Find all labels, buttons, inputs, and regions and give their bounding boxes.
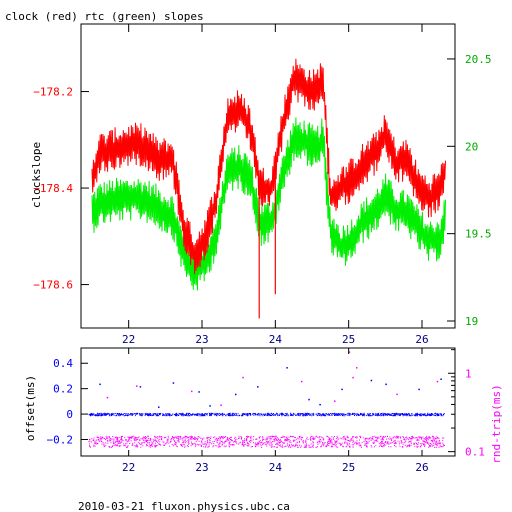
top-y2tick-label-19.5: 19.5 [465, 228, 492, 241]
rtc-series-line [91, 117, 446, 291]
bottom-ytick-label-0.4: 0.4 [53, 357, 73, 370]
bottom-xtick-label-26: 26 [415, 461, 428, 474]
offset-outlier-7 [308, 398, 310, 401]
rndtrip-outlier-11 [220, 404, 222, 406]
top-series-group [91, 58, 446, 319]
offset-outlier-4 [235, 393, 237, 396]
top-xtick-label-22: 22 [122, 333, 135, 346]
top-xtick-label-23: 23 [195, 333, 208, 346]
rndtrip-outlier-6 [191, 390, 193, 393]
offset-outlier-2 [172, 382, 175, 384]
bottom-series-group [88, 351, 445, 448]
bottom-xtick-label-22: 22 [122, 461, 135, 474]
rndtrip-outlier-3 [301, 380, 303, 383]
bottom-ticks: 22 23 24 25 26 0.4 0.2 0 −0.2 1 0.1 [47, 348, 485, 474]
top-ticks: 22 23 24 25 26 −178.2 −178.4 −178.6 20.5 20 19.5 19 [33, 24, 492, 346]
rndtrip-outlier-10 [334, 400, 336, 402]
rndtrip-outlier-4 [242, 376, 244, 379]
offset-outlier-6 [286, 367, 288, 369]
rndtrip-outlier-7 [436, 380, 439, 383]
offset-points [88, 412, 445, 417]
offset-outlier-14 [209, 405, 211, 407]
top-xtick-label-24: 24 [269, 333, 283, 346]
bottom-ytick-label--0.2: −0.2 [47, 433, 74, 446]
rndtrip-outlier-2 [352, 376, 354, 379]
rndtrip-outlier-1 [356, 367, 358, 369]
bottom-ylabel: offset(ms) [24, 375, 37, 441]
offset-outlier-0 [99, 383, 101, 386]
footer-text: 2010-03-21 fluxon.physics.ubc.ca [78, 500, 290, 512]
rndtrip-outlier-5 [136, 385, 138, 387]
offset-outlier-9 [370, 379, 373, 382]
top-y2tick-label-20.5: 20.5 [465, 53, 492, 66]
offset-outlier-10 [385, 383, 387, 386]
offset-outlier-13 [158, 406, 160, 408]
bottom-y2tick-label-1: 1 [465, 367, 472, 380]
bottom-xtick-label-23: 23 [195, 461, 208, 474]
offset-outlier-1 [139, 386, 142, 388]
top-ytick-label--178.4: −178.4 [33, 182, 73, 195]
top-ytick-label--178.2: −178.2 [33, 86, 73, 99]
offset-outlier-11 [418, 388, 420, 391]
bottom-y2label: rnd-trip(ms) [490, 384, 503, 463]
bottom-ytick-label-0.2: 0.2 [53, 383, 73, 396]
top-ytick-label--178.6: −178.6 [33, 279, 73, 292]
clock-series-line [91, 58, 446, 275]
top-y2tick-label-19: 19 [465, 315, 478, 328]
bottom-plot-frame [80, 347, 456, 457]
top-panel: clockslope 22 23 24 25 26−178.2−178.4−178.62… [30, 23, 492, 346]
bottom-panel: offset(ms) rnd-trip(ms) 22 23 24 25 26 0.4 0.2… [24, 347, 503, 474]
bottom-xtick-label-25: 25 [342, 461, 355, 474]
top-ylabel: clockslope [30, 142, 43, 208]
rndtrip-points [88, 435, 445, 448]
offset-outlier-15 [319, 403, 321, 406]
top-plot-frame [80, 23, 456, 329]
top-y2tick-label-20: 20 [465, 140, 478, 153]
offset-outlier-3 [198, 391, 200, 393]
rndtrip-outlier-0 [348, 351, 351, 353]
rndtrip-outlier-8 [396, 393, 398, 396]
chart-title: clock (red) rtc (green) slopes [5, 10, 204, 23]
bottom-ytick-label-0: 0 [66, 408, 73, 421]
top-xtick-label-25: 25 [342, 333, 355, 346]
offset-outlier-8 [341, 388, 343, 391]
offset-outlier-12 [440, 378, 442, 380]
bottom-xtick-label-24: 24 [269, 461, 283, 474]
offset-outlier-5 [257, 386, 259, 388]
bottom-y2tick-label-0.1: 0.1 [465, 446, 485, 459]
rndtrip-outlier-9 [106, 396, 109, 399]
top-xtick-label-26: 26 [415, 333, 428, 346]
